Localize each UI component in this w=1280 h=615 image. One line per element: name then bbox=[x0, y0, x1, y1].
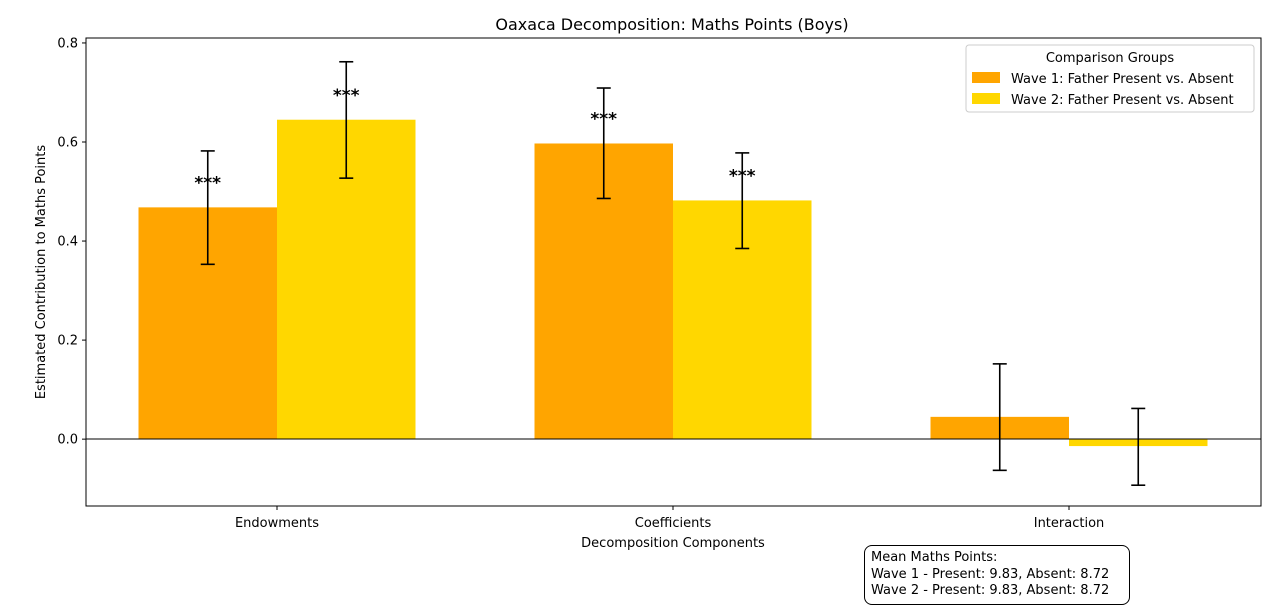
y-tick-label: 0.2 bbox=[57, 334, 78, 349]
x-tick-label-endowments: Endowments bbox=[235, 516, 319, 531]
y-tick-label: 0.8 bbox=[57, 36, 78, 51]
legend-swatch-wave-1 bbox=[972, 72, 1000, 83]
legend-label-wave-1: Wave 1: Father Present vs. Absent bbox=[1011, 72, 1234, 87]
legend-label-wave-2: Wave 2: Father Present vs. Absent bbox=[1011, 93, 1234, 108]
legend-frame bbox=[965, 44, 1255, 113]
error-bar-endowments-wave-2 bbox=[339, 60, 354, 179]
annotation-line-heading: Mean Maths Points: bbox=[871, 550, 998, 565]
error-bar-endowments-wave-1 bbox=[200, 150, 215, 266]
chart-title: Oaxaca Decomposition: Maths Points (Boys… bbox=[495, 15, 848, 34]
legend-title: Comparison Groups bbox=[1046, 51, 1175, 66]
x-tick-label-interaction: Interaction bbox=[1034, 516, 1105, 531]
annotation-line-wave-1: Wave 1 - Present: 9.83, Absent: 8.72 bbox=[871, 566, 1110, 582]
error-bar-interaction-wave-1 bbox=[992, 363, 1007, 472]
annotation-line-wave-2: Wave 2 - Present: 9.83, Absent: 8.72 bbox=[871, 583, 1110, 598]
error-bar-interaction-wave-2 bbox=[1131, 407, 1146, 487]
y-tick-label: 0.0 bbox=[57, 433, 78, 448]
y-tick-label: 0.6 bbox=[57, 136, 78, 151]
significance-coefficients-wave-1: *** bbox=[590, 110, 617, 130]
significance-coefficients-wave-2: *** bbox=[729, 167, 756, 187]
error-bar-coefficients-wave-1 bbox=[596, 87, 611, 200]
legend-swatch-wave-2 bbox=[972, 93, 1000, 104]
y-tick-label: 0.4 bbox=[57, 235, 78, 250]
x-axis-label: Decomposition Components bbox=[581, 536, 765, 551]
significance-endowments-wave-2: *** bbox=[333, 86, 360, 106]
mean-points-annotation: Mean Maths Points: Wave 1 - Present: 9.8… bbox=[864, 545, 1130, 605]
x-tick-label-coefficients: Coefficients bbox=[635, 516, 712, 531]
significance-endowments-wave-1: *** bbox=[194, 174, 221, 194]
error-bar-coefficients-wave-2 bbox=[735, 152, 750, 250]
y-axis-label: Estimated Contribution to Maths Points bbox=[34, 145, 49, 400]
legend: Comparison Groups Wave 1: Father Present… bbox=[965, 44, 1255, 113]
